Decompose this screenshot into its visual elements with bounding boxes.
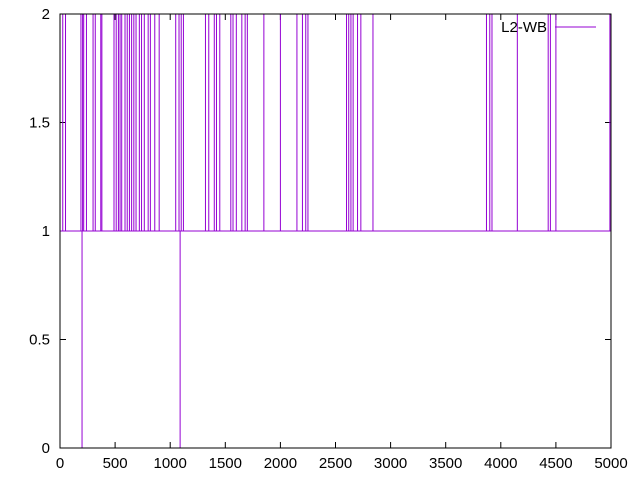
y-tick-label: 1 [42,223,50,240]
x-tick-label: 2500 [319,455,352,472]
axis-tick-labels: 0 500 1000 1500 2000 2500 3000 3500 4000 4500 5000… [29,6,628,472]
x-tick-label: 3000 [374,455,407,472]
series-layer [60,13,611,448]
x-tick-label: 3500 [429,455,462,472]
x-tick-label: 500 [103,455,128,472]
x-tick-label: 5000 [594,455,627,472]
plot-frame [59,13,612,449]
y-tick-label: 0.5 [29,332,50,349]
y-tick-label: 1.5 [29,115,50,132]
x-tick-label: 4000 [484,455,517,472]
x-tick-label: 1000 [154,455,187,472]
x-tick-label: 1500 [209,455,242,472]
x-tick-label: 0 [56,455,64,472]
x-tick-label: 4500 [539,455,572,472]
legend-label-l2-wb: L2-WB [501,19,547,36]
y-tick-label: 2 [42,6,50,23]
y-tick-label: 0 [42,440,50,457]
legend: L2-WB [501,19,596,36]
x-tick-label: 2000 [264,455,297,472]
